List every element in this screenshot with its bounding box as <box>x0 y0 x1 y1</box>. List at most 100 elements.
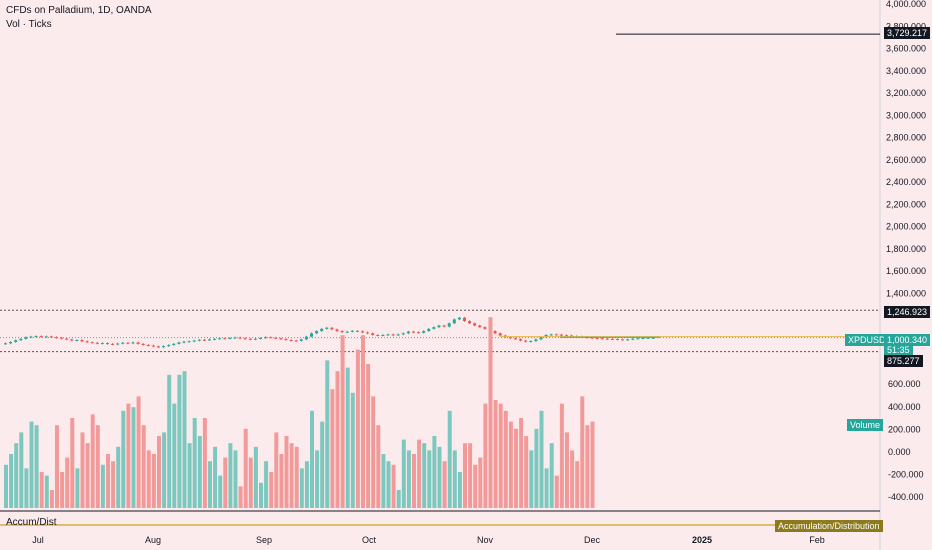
volume-bar <box>570 450 575 508</box>
candle-body <box>355 330 359 332</box>
candle-body <box>49 336 53 338</box>
volume-tick-label: -400.000 <box>888 492 924 502</box>
candle-body <box>325 327 329 329</box>
volume-bar <box>131 407 136 508</box>
candle-body <box>264 337 268 339</box>
candle-body <box>371 333 375 335</box>
symbol-legend[interactable]: CFDs on Palladium, 1D, OANDA <box>6 5 152 16</box>
candle-body <box>4 343 7 345</box>
candle-body <box>187 341 191 343</box>
candle-body <box>279 338 283 340</box>
candle-body <box>350 330 354 332</box>
candle-body <box>269 337 273 339</box>
candle-body <box>238 337 242 339</box>
accum-legend[interactable]: Accum/Dist <box>6 517 57 528</box>
candle-body <box>651 337 655 339</box>
volume-bar <box>253 446 258 508</box>
time-axis-label: 2025 <box>692 535 712 545</box>
candle-body <box>65 338 69 340</box>
candle-body <box>100 343 104 345</box>
candle-body <box>284 339 288 341</box>
candle-body <box>228 337 232 339</box>
candle-body <box>478 325 482 328</box>
volume-bar <box>289 443 294 508</box>
volume-bar <box>437 446 442 508</box>
candle-body <box>116 343 120 345</box>
volume-bar <box>468 443 473 508</box>
volume-bar <box>95 425 100 508</box>
volume-bar <box>371 396 376 508</box>
volume-bar <box>519 418 524 508</box>
volume-bar <box>457 472 462 508</box>
candle-body <box>34 336 38 338</box>
candle-body <box>243 338 247 340</box>
candle-body <box>320 328 324 332</box>
volume-bar <box>274 432 279 508</box>
price-tick-label: 1,800.000 <box>886 244 926 254</box>
candle-body <box>55 337 58 339</box>
volume-bar <box>233 450 238 508</box>
price-tick-label: 1,400.000 <box>886 288 926 298</box>
time-axis-label: Sep <box>256 535 272 545</box>
volume-bar <box>412 454 416 508</box>
candle-body <box>437 325 441 328</box>
candle-body <box>167 344 171 347</box>
volume-bar <box>493 400 498 508</box>
time-axis-label: Oct <box>362 535 377 545</box>
volume-bar <box>85 443 90 508</box>
price-tick-label: 2,600.000 <box>886 155 926 165</box>
volume-bar <box>549 443 554 508</box>
candle-body <box>299 339 303 341</box>
candle-body <box>386 334 390 336</box>
volume-bar <box>60 472 65 508</box>
volume-bar <box>427 450 432 508</box>
volume-bar <box>177 374 182 508</box>
candle-body <box>9 341 13 344</box>
volume-bar <box>514 428 518 508</box>
candle-body <box>514 338 517 340</box>
candle-body <box>182 341 186 343</box>
volume-bar <box>111 461 116 508</box>
volume-bar <box>151 454 156 508</box>
candle-body <box>192 340 196 342</box>
volume-bar <box>498 403 503 508</box>
candle-body <box>406 331 410 334</box>
candle-body <box>631 338 635 340</box>
volume-bar <box>238 486 243 508</box>
volume-bar <box>320 421 325 508</box>
last-price-tag: 1,000.340 <box>884 334 931 346</box>
volume-bar <box>508 421 513 508</box>
volume-bar <box>228 443 233 508</box>
volume-bar <box>565 432 569 508</box>
candle-body <box>111 343 115 345</box>
volume-bar <box>70 418 75 508</box>
candle-body <box>549 334 553 336</box>
candle-body <box>335 329 339 332</box>
volume-bar <box>575 461 580 508</box>
candle-body <box>70 339 74 341</box>
volume-bar <box>172 403 177 508</box>
volume-bar <box>167 374 172 508</box>
volume-bar <box>534 428 539 508</box>
candle-body <box>417 332 421 334</box>
candle-body <box>172 343 176 345</box>
price-tick-label: 3,600.000 <box>886 44 926 54</box>
volume-bar <box>315 450 320 508</box>
volume-bar <box>401 439 406 508</box>
volume-bar <box>106 454 110 508</box>
candle-body <box>248 338 252 340</box>
volume-legend[interactable]: Vol · Ticks <box>6 19 52 30</box>
candle-body <box>146 344 150 346</box>
low-price-tag: 875.277 <box>884 355 923 367</box>
volume-bar <box>452 450 457 508</box>
candle-body <box>432 327 436 329</box>
candle-body <box>427 328 431 332</box>
candle-body <box>600 338 604 340</box>
volume-bar <box>432 436 437 508</box>
volume-bar <box>126 403 131 508</box>
volume-bar <box>264 461 269 508</box>
volume-bar <box>473 464 478 508</box>
candle-body <box>605 338 609 340</box>
